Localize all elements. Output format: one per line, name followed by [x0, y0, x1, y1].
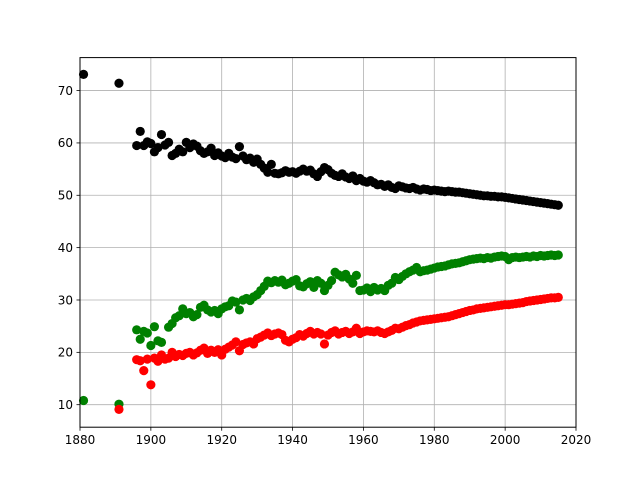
data-point [553, 292, 563, 302]
data-point [174, 311, 184, 321]
data-point [234, 305, 245, 315]
x-tick-label: 1900 [136, 433, 167, 447]
data-point [139, 366, 149, 376]
data-point [316, 278, 326, 288]
data-point [149, 322, 159, 332]
data-point [316, 329, 326, 339]
data-point [553, 200, 563, 210]
x-tick-label: 1980 [419, 433, 450, 447]
data-points [78, 69, 563, 415]
x-tick-label: 2000 [490, 433, 521, 447]
data-point [266, 159, 276, 169]
y-tick-label: 20 [58, 346, 73, 360]
data-point [132, 325, 142, 335]
data-point [78, 69, 89, 79]
data-point [231, 154, 241, 164]
y-tick-label: 40 [58, 241, 73, 255]
y-tick-label: 10 [58, 398, 73, 412]
data-point [309, 282, 319, 293]
data-point [146, 340, 156, 351]
data-point [231, 337, 241, 347]
data-point [234, 141, 245, 152]
data-point [146, 138, 156, 149]
data-point [78, 395, 89, 406]
data-point [156, 129, 167, 140]
data-point [135, 126, 145, 137]
x-tick-label: 1920 [206, 433, 237, 447]
data-point [132, 140, 142, 151]
data-point [163, 137, 174, 148]
data-point [114, 404, 124, 415]
data-point [348, 278, 358, 288]
data-point [263, 167, 273, 177]
x-tick-label: 2020 [561, 433, 592, 447]
data-point [231, 297, 241, 307]
data-point [351, 270, 361, 280]
data-point [178, 147, 188, 157]
data-point [114, 78, 124, 88]
series-2 [114, 292, 563, 415]
data-point [135, 356, 145, 366]
data-point [153, 143, 163, 153]
x-tick-label: 1940 [277, 433, 308, 447]
data-point [135, 334, 145, 344]
data-point [142, 328, 152, 338]
data-point [326, 276, 337, 286]
data-point [553, 250, 563, 260]
x-tick-label: 1960 [348, 433, 379, 447]
data-point [146, 380, 156, 390]
series-1 [78, 250, 563, 409]
y-tick-label: 50 [58, 189, 73, 203]
axis-ticks: 1880 1900 1920 1940 1960 1980 2000 2020 10 20 30 40… [58, 84, 592, 447]
data-point [192, 310, 202, 320]
x-tick-label: 1880 [65, 433, 96, 447]
data-point [142, 354, 152, 364]
y-tick-label: 60 [58, 136, 73, 150]
series-0 [78, 69, 563, 210]
data-point [206, 143, 216, 153]
data-point [319, 339, 330, 349]
plot-frame [79, 57, 577, 428]
y-tick-label: 70 [58, 84, 73, 98]
data-point [156, 337, 167, 347]
y-tick-label: 30 [58, 293, 73, 307]
